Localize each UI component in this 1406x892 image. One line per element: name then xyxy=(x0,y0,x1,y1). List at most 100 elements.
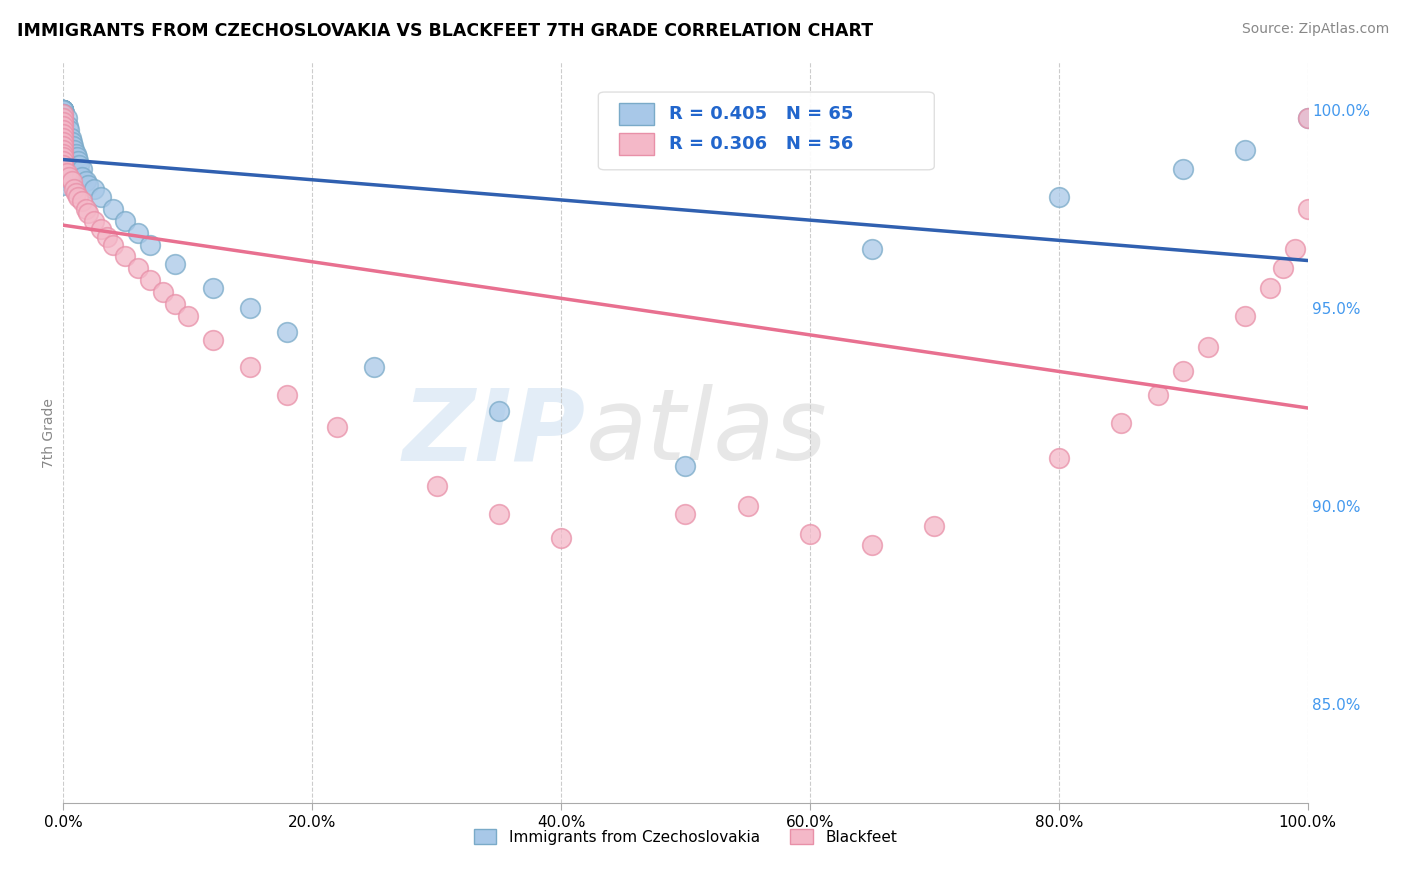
Point xyxy=(52,111,75,125)
Point xyxy=(52,130,75,145)
Point xyxy=(860,538,883,552)
Point xyxy=(69,158,91,172)
Point xyxy=(1047,190,1070,204)
Point xyxy=(52,115,75,129)
Point xyxy=(70,194,93,208)
Text: ZIP: ZIP xyxy=(404,384,586,481)
Point xyxy=(1173,162,1195,177)
Point xyxy=(675,507,697,521)
Point xyxy=(488,507,510,521)
Legend: Immigrants from Czechoslovakia, Blackfeet: Immigrants from Czechoslovakia, Blackfee… xyxy=(467,822,904,851)
Point xyxy=(1271,261,1294,276)
Point xyxy=(52,107,75,121)
Point xyxy=(52,154,75,169)
Point xyxy=(52,107,75,121)
Point xyxy=(239,301,262,315)
Point xyxy=(799,526,821,541)
Point xyxy=(1147,388,1170,402)
Text: atlas: atlas xyxy=(586,384,828,481)
Point xyxy=(1234,309,1257,323)
Point xyxy=(52,103,75,117)
Point xyxy=(52,103,75,117)
Point xyxy=(426,479,449,493)
Point xyxy=(1258,281,1281,295)
Point xyxy=(1296,111,1319,125)
Point xyxy=(488,404,510,418)
Point xyxy=(201,333,224,347)
Point xyxy=(52,135,75,149)
Point xyxy=(52,103,75,117)
Point xyxy=(59,130,82,145)
Point xyxy=(1197,341,1219,355)
Text: IMMIGRANTS FROM CZECHOSLOVAKIA VS BLACKFEET 7TH GRADE CORRELATION CHART: IMMIGRANTS FROM CZECHOSLOVAKIA VS BLACKF… xyxy=(17,22,873,40)
Point xyxy=(52,178,75,193)
Point xyxy=(52,146,75,161)
Point xyxy=(83,182,105,196)
Point xyxy=(1109,416,1132,430)
Point xyxy=(66,151,89,165)
Point xyxy=(326,419,349,434)
Point xyxy=(165,257,187,271)
Point xyxy=(1234,143,1257,157)
Point xyxy=(550,531,572,545)
Point xyxy=(52,115,75,129)
Point xyxy=(114,214,136,228)
Point xyxy=(52,103,75,117)
Point xyxy=(52,122,75,136)
Point xyxy=(52,122,75,136)
Point xyxy=(52,103,75,117)
Point xyxy=(52,103,75,117)
Point xyxy=(201,281,224,295)
Point xyxy=(62,138,84,153)
Point xyxy=(52,103,75,117)
Point xyxy=(52,127,75,141)
Point xyxy=(152,285,174,299)
Point xyxy=(139,273,162,287)
FancyBboxPatch shape xyxy=(620,103,654,126)
Point xyxy=(52,151,75,165)
Point xyxy=(83,214,105,228)
Point xyxy=(52,143,75,157)
Point xyxy=(52,158,75,172)
Point xyxy=(127,226,149,240)
Point xyxy=(75,174,97,188)
Point xyxy=(52,103,75,117)
Text: R = 0.306   N = 56: R = 0.306 N = 56 xyxy=(669,135,853,153)
Point xyxy=(52,170,75,185)
Point xyxy=(52,103,75,117)
Y-axis label: 7th Grade: 7th Grade xyxy=(42,398,56,467)
Point xyxy=(165,297,187,311)
Point xyxy=(239,360,262,375)
Text: R = 0.405   N = 65: R = 0.405 N = 65 xyxy=(669,105,853,123)
Point xyxy=(96,229,118,244)
Point xyxy=(60,135,83,149)
Point xyxy=(52,103,75,117)
Point xyxy=(1296,111,1319,125)
Point xyxy=(52,162,75,177)
Point xyxy=(75,202,97,216)
Point xyxy=(67,190,90,204)
Point xyxy=(77,178,100,193)
Point xyxy=(60,174,83,188)
Point xyxy=(70,162,93,177)
Point xyxy=(1284,242,1306,256)
Point xyxy=(737,499,759,513)
Point xyxy=(52,130,75,145)
Point xyxy=(363,360,385,375)
Point xyxy=(675,459,697,474)
Point xyxy=(58,122,80,136)
Point xyxy=(1173,364,1195,378)
Point xyxy=(77,206,100,220)
Point xyxy=(52,103,75,117)
Point xyxy=(52,119,75,133)
Point xyxy=(177,309,200,323)
Point xyxy=(101,202,124,216)
Point xyxy=(52,103,75,117)
Point xyxy=(52,146,75,161)
Point xyxy=(63,182,86,196)
Point xyxy=(52,135,75,149)
Point xyxy=(58,170,80,185)
Point xyxy=(90,221,112,235)
Point xyxy=(52,138,75,153)
Point xyxy=(52,154,75,169)
